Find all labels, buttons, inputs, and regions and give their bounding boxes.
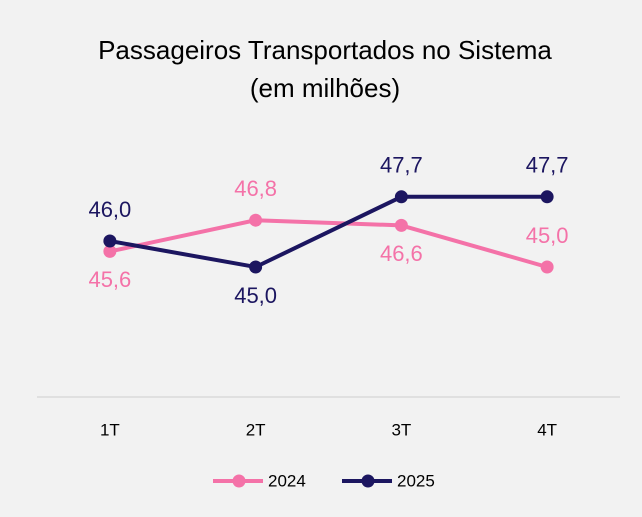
data-point [103, 244, 117, 258]
legend-label: 2024 [268, 471, 306, 490]
data-label: 46,8 [234, 176, 277, 201]
x-tick-label: 3T [391, 420, 411, 439]
data-label: 45,0 [234, 283, 277, 308]
chart-title: Passageiros Transportados no Sistema [98, 35, 552, 65]
data-point [540, 190, 554, 204]
data-label: 47,7 [380, 153, 423, 178]
data-label: 45,6 [88, 267, 131, 292]
data-point [249, 213, 263, 227]
legend-marker [232, 474, 246, 488]
data-label: 46,6 [380, 241, 423, 266]
series-line [109, 194, 548, 269]
legend-marker [361, 474, 375, 488]
data-label: 46,0 [88, 197, 131, 222]
chart-title: (em milhões) [250, 73, 400, 103]
data-label: 47,7 [526, 153, 569, 178]
x-tick-label: 2T [246, 420, 266, 439]
data-point [103, 234, 117, 248]
series-line [109, 218, 548, 269]
data-point [540, 260, 554, 274]
x-tick-label: 4T [537, 420, 557, 439]
data-label: 45,0 [526, 223, 569, 248]
x-tick-label: 1T [100, 420, 120, 439]
data-point [394, 218, 408, 232]
legend-label: 2025 [397, 471, 435, 490]
data-point [249, 260, 263, 274]
data-point [394, 190, 408, 204]
